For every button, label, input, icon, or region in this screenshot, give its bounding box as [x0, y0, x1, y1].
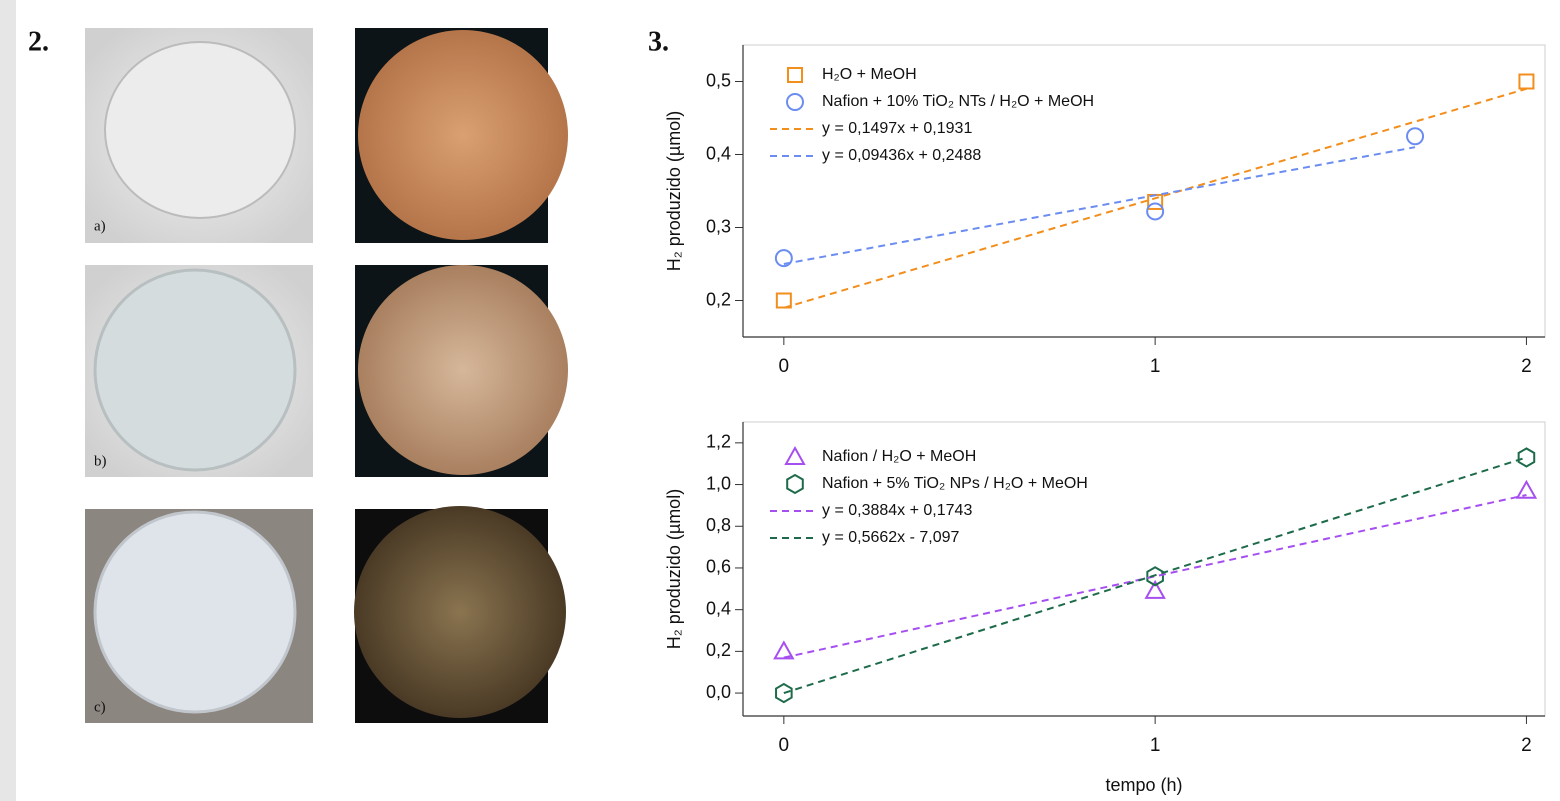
legend-label: y = 0,3884x + 0,1743 [822, 502, 972, 519]
membrane [105, 42, 295, 218]
x-tick-label: 0 [779, 735, 790, 756]
x-tick-label: 1 [1150, 356, 1161, 377]
legend-symbol [787, 475, 803, 493]
legend-label: Nafion + 5% TiO₂ NPs / H₂O + MeOH [822, 475, 1088, 492]
micrograph-field [358, 265, 568, 475]
legend-symbol [788, 68, 802, 82]
y-tick-label: 0,3 [706, 216, 731, 236]
data-point [1407, 128, 1423, 144]
photo-label: b) [94, 453, 107, 469]
legend-symbol [787, 94, 803, 110]
y-tick-label: 0,4 [706, 143, 731, 163]
data-point [1519, 75, 1533, 89]
legend-label: H₂O + MeOH [822, 66, 917, 83]
y-tick-label: 0,6 [706, 557, 731, 577]
x-axis-label: tempo (h) [1105, 775, 1182, 795]
photo-label: a) [94, 218, 106, 234]
legend-label: Nafion + 10% TiO₂ NTs / H₂O + MeOH [822, 93, 1094, 110]
micrograph-field [354, 506, 566, 718]
x-tick-label: 0 [779, 356, 790, 377]
legend-label: y = 0,1497x + 0,1931 [822, 120, 972, 137]
membrane [95, 512, 295, 712]
fit-line [784, 147, 1415, 264]
y-tick-label: 0,4 [706, 598, 731, 618]
data-point [1519, 448, 1535, 466]
legend-label: Nafion / H₂O + MeOH [822, 448, 976, 465]
legend-label: y = 0,5662x - 7,097 [822, 529, 960, 546]
fit-line [784, 457, 1527, 693]
data-point [1147, 203, 1163, 219]
plot-frame [743, 422, 1545, 716]
y-tick-label: 1,2 [706, 432, 731, 452]
plot-frame [743, 45, 1545, 337]
y-tick-label: 0,0 [706, 682, 731, 702]
x-tick-label: 2 [1521, 356, 1532, 377]
legend-symbol [786, 448, 804, 464]
panel-label: 3. [648, 26, 669, 57]
panel-label: 2. [28, 26, 49, 57]
x-tick-label: 1 [1150, 735, 1161, 756]
y-tick-label: 0,2 [706, 289, 731, 309]
micrograph-field [358, 30, 568, 240]
x-tick-label: 2 [1521, 735, 1532, 756]
y-axis-label: H₂ produzido (µmol) [664, 489, 684, 649]
legend-label: y = 0,09436x + 0,2488 [822, 147, 981, 164]
y-tick-label: 0,2 [706, 640, 731, 660]
side-band [0, 0, 16, 801]
y-axis-label: H₂ produzido (µmol) [664, 111, 684, 271]
page: 2. 3. a) b) c) 0,2 0,3 0,4 0,5 0 1 2 H₂ produzi… [0, 0, 1560, 801]
y-tick-label: 1,0 [706, 473, 731, 493]
membrane [95, 270, 295, 470]
y-tick-label: 0,5 [706, 70, 731, 90]
photo-label: c) [94, 699, 106, 715]
y-tick-label: 0,8 [706, 515, 731, 535]
